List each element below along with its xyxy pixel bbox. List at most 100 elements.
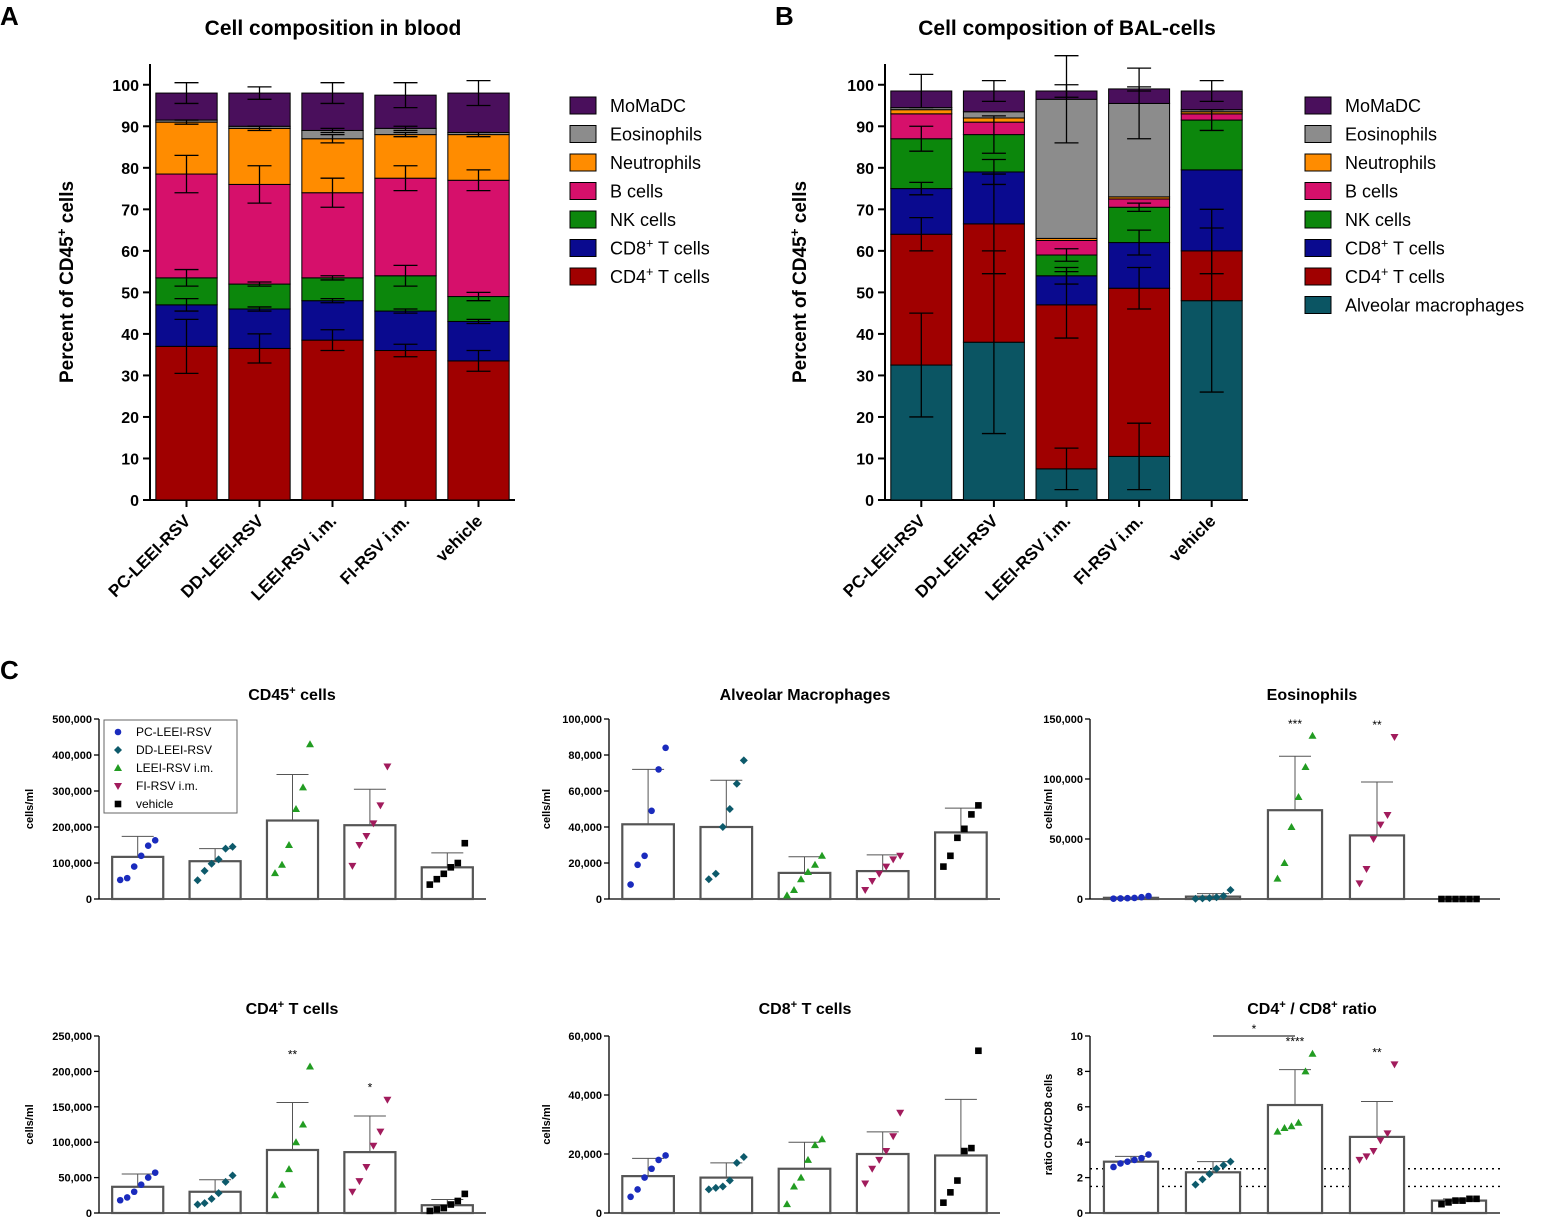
data-point-leei-rsv-i-m-c4 [278, 1180, 286, 1188]
chart-title-c6-part: CD4 [1247, 1001, 1279, 1018]
data-point-leei-rsv-i-m-c1 [278, 860, 286, 868]
data-point-dd-leei-rsv-c4 [214, 1189, 223, 1198]
data-point-fi-rsv-i-m-c1 [362, 833, 371, 840]
panel-letter-c: C [0, 655, 19, 685]
data-point-pc-leei-rsv-c3 [1145, 892, 1152, 900]
panel-a-chart: Cell composition in blood Percent of CD45… [54, 17, 710, 604]
y-tick-label-c3: 150,000 [1043, 714, 1083, 726]
data-point-dd-leei-rsv-c5 [704, 1185, 713, 1194]
y-axis-label-b-part: Percent of CD45 [790, 236, 811, 383]
y-tick-label-c4: 0 [86, 1208, 92, 1220]
significance-label-c3: ** [1372, 718, 1382, 732]
data-point-pc-leei-rsv-c6 [1138, 1154, 1145, 1162]
data-point-fi-rsv-i-m-c3 [1390, 734, 1399, 741]
chart-title-b: Cell composition of BAL-cells [918, 17, 1216, 40]
legend-swatch-neutrophils-a [569, 153, 597, 172]
chart-title-c5-part: + [791, 999, 798, 1011]
data-point-vehicle-c1 [454, 859, 462, 867]
y-tick-label-c2: 20,000 [568, 858, 602, 870]
data-point-fi-rsv-i-m-c1 [348, 862, 357, 870]
legend-label-cd4-b-part: T cells [1388, 267, 1444, 287]
data-point-dd-leei-rsv-c1 [193, 876, 202, 885]
data-point-fi-rsv-i-m-c1 [369, 820, 378, 828]
data-point-leei-rsv-i-m-c2 [797, 875, 805, 883]
data-point-fi-rsv-i-m-c1 [376, 802, 385, 810]
y-tick-label-a: 30 [121, 368, 139, 385]
data-point-pc-leei-rsv-c1 [130, 863, 138, 870]
bar-segment-cd4-t-cells-a [228, 347, 291, 501]
data-point-leei-rsv-i-m-c3 [1273, 874, 1282, 882]
legend-label-pc-leei-rsv-c1: PC-LEEI-RSV [136, 725, 211, 739]
y-axis-label-b-part: cells [790, 181, 811, 229]
y-tick-label-c1: 500,000 [52, 714, 92, 726]
chart-title-c6-part: + [1279, 999, 1286, 1011]
data-point-leei-rsv-i-m-c4 [306, 1062, 314, 1070]
data-point-dd-leei-rsv-c2 [718, 823, 727, 831]
x-category-label-a: vehicle [432, 511, 486, 565]
data-point-leei-rsv-i-m-c6 [1273, 1127, 1282, 1135]
legend-swatch-eosinophils-b [1304, 125, 1332, 143]
y-tick-label-c2: 80,000 [568, 750, 602, 762]
data-point-dd-leei-rsv-c6 [1226, 1157, 1235, 1166]
y-axis-label-c6: ratio CD4/CD8 cells [1043, 1074, 1055, 1175]
data-point-fi-rsv-i-m-c3 [1369, 836, 1378, 843]
legend-label-cd8-a-part: CD8 [610, 239, 646, 259]
data-point-leei-rsv-i-m-c2 [783, 891, 791, 899]
data-point-fi-rsv-i-m-c5 [875, 1156, 884, 1164]
y-axis-label-c4: cells/ml [24, 1104, 36, 1144]
y-tick-label-b: 100 [847, 78, 874, 95]
data-point-vehicle-c5 [961, 1147, 968, 1155]
y-tick-label-a: 100 [112, 78, 139, 95]
data-point-fi-rsv-i-m-c2 [861, 887, 870, 894]
data-point-vehicle-c1 [461, 839, 469, 847]
legend-swatch-nk-cells-b [1304, 210, 1332, 229]
y-tick-label-b: 90 [856, 119, 874, 136]
data-point-leei-rsv-i-m-c2 [804, 868, 812, 875]
data-point-dd-leei-rsv-c1 [221, 844, 230, 853]
data-point-fi-rsv-i-m-c6 [1390, 1061, 1399, 1069]
y-axis-label-a: Percent of CD45+ cells [54, 181, 79, 383]
data-point-leei-rsv-i-m-c2 [818, 851, 826, 859]
data-point-dd-leei-rsv-c5 [739, 1152, 748, 1161]
y-tick-label-b: 20 [856, 410, 874, 427]
data-point-vehicle-c6 [1459, 1197, 1466, 1204]
legend-label-alveolar-macrophages-b: Alveolar macrophages [1345, 296, 1524, 316]
data-point-vehicle-c5 [940, 1199, 947, 1206]
data-point-vehicle-c2 [940, 863, 947, 870]
y-tick-label-b: 80 [856, 161, 874, 178]
bar-segment-cd8-t-cells-b [890, 188, 953, 235]
data-point-fi-rsv-i-m-c2 [868, 878, 877, 885]
data-point-pc-leei-rsv-c3 [1138, 893, 1145, 901]
y-tick-label-a: 70 [121, 202, 139, 219]
data-point-vehicle-c2 [947, 852, 954, 860]
bar-segment-b-cells-a [447, 179, 510, 298]
data-point-fi-rsv-i-m-c4 [369, 1142, 378, 1150]
chart-title-c1-part: + [289, 685, 296, 697]
y-axis-label-b: Percent of CD45+ cells [787, 181, 812, 383]
legend-label-vehicle-c1: vehicle [136, 797, 174, 811]
legend-swatch-nk-cells-a [569, 210, 597, 229]
y-tick-label-a: 40 [121, 327, 139, 344]
legend-swatch-momadc-a [569, 96, 597, 115]
data-point-vehicle-c2 [961, 825, 968, 833]
legend-label-leei-rsv-i-m-c1: LEEI-RSV i.m. [136, 761, 213, 775]
data-point-dd-leei-rsv-c2 [704, 875, 713, 884]
legend-marker-pc-leei-rsv-c1 [114, 728, 122, 736]
data-point-leei-rsv-i-m-c6 [1280, 1124, 1289, 1132]
data-point-dd-leei-rsv-c1 [200, 866, 209, 875]
data-point-fi-rsv-i-m-c2 [882, 863, 891, 871]
chart-title-c2: Alveolar Macrophages [720, 687, 891, 704]
data-point-leei-rsv-i-m-c6 [1287, 1122, 1296, 1130]
data-point-fi-rsv-i-m-c6 [1362, 1153, 1371, 1161]
data-point-vehicle-c5 [968, 1144, 975, 1152]
mean-bar-fi-rsv-i-m-c2 [855, 869, 910, 901]
legend-label-nk-cells-b-part: NK cells [1345, 210, 1411, 230]
data-point-vehicle-c3 [1466, 895, 1473, 903]
data-point-dd-leei-rsv-c3 [1212, 893, 1221, 902]
legend-label-nk-cells-b: NK cells [1345, 210, 1411, 230]
data-point-fi-rsv-i-m-c6 [1383, 1130, 1392, 1138]
legend-label-cd4-a-part: + [646, 265, 653, 279]
data-point-fi-rsv-i-m-c1 [383, 763, 392, 771]
